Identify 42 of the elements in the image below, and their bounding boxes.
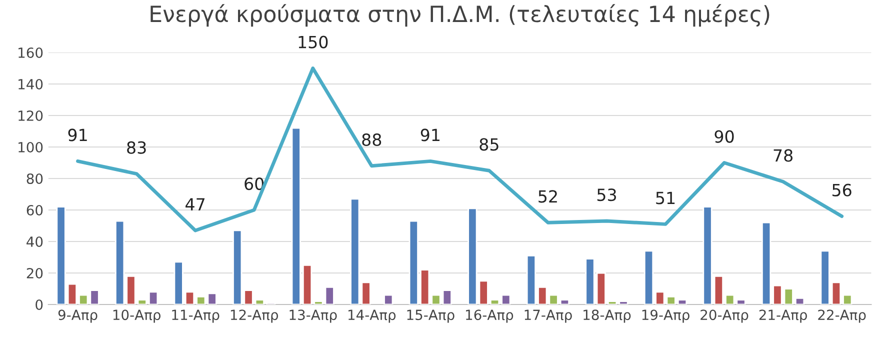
x-tick-label: 14-Απρ bbox=[348, 310, 396, 323]
bar bbox=[361, 282, 371, 304]
data-label: 83 bbox=[127, 141, 146, 154]
x-tick-label: 20-Απρ bbox=[700, 310, 748, 323]
data-label: 90 bbox=[714, 130, 734, 143]
y-tick-label: 60 bbox=[26, 204, 43, 216]
y-tick-label: 140 bbox=[18, 78, 43, 90]
data-label: 51 bbox=[656, 192, 675, 204]
x-tick-label: 22-Απρ bbox=[818, 310, 866, 323]
x-tick-label: 17-Απρ bbox=[524, 310, 572, 323]
x-tick-label: 15-Απρ bbox=[407, 310, 454, 323]
x-tick-label: 13-Απρ bbox=[290, 310, 337, 323]
x-tick-label: 12-Απρ bbox=[230, 310, 278, 323]
x-tick-label: 9-Απρ bbox=[58, 310, 98, 323]
y-tick-label: 80 bbox=[26, 173, 43, 184]
data-label: 52 bbox=[538, 190, 557, 203]
data-label: 88 bbox=[362, 133, 382, 146]
x-tick-label: 21-Απρ bbox=[759, 310, 807, 323]
data-label: 56 bbox=[832, 184, 852, 196]
x-tick-label: 16-Απρ bbox=[466, 310, 514, 323]
x-tick-label: 11-Απρ bbox=[172, 310, 220, 323]
data-label: 78 bbox=[774, 149, 793, 162]
data-label: 47 bbox=[186, 198, 205, 210]
y-tick-label: 20 bbox=[26, 268, 43, 278]
y-tick-label: 0 bbox=[36, 299, 43, 310]
chart-title: Ενεργά κρούσματα στην Π.Δ.Μ. (τελευταίες 14 ημέρες) bbox=[150, 4, 770, 27]
bar bbox=[207, 292, 217, 304]
data-label: 91 bbox=[68, 128, 87, 142]
bar bbox=[468, 208, 478, 304]
y-tick-label: 100 bbox=[18, 142, 43, 152]
y-tick-label: 120 bbox=[18, 110, 43, 121]
data-label: 53 bbox=[597, 188, 616, 202]
y-tick-label: 40 bbox=[26, 236, 43, 247]
y-tick-label: 160 bbox=[18, 47, 43, 58]
x-tick-label: 19-Απρ bbox=[642, 310, 690, 323]
bar bbox=[350, 198, 360, 304]
data-label: 150 bbox=[298, 36, 328, 48]
x-tick-label: 10-Απρ bbox=[113, 310, 160, 323]
data-label: 91 bbox=[420, 128, 440, 142]
bar bbox=[384, 294, 394, 304]
data-label: 85 bbox=[480, 138, 498, 151]
x-tick-label: 18-Απρ bbox=[584, 310, 631, 323]
